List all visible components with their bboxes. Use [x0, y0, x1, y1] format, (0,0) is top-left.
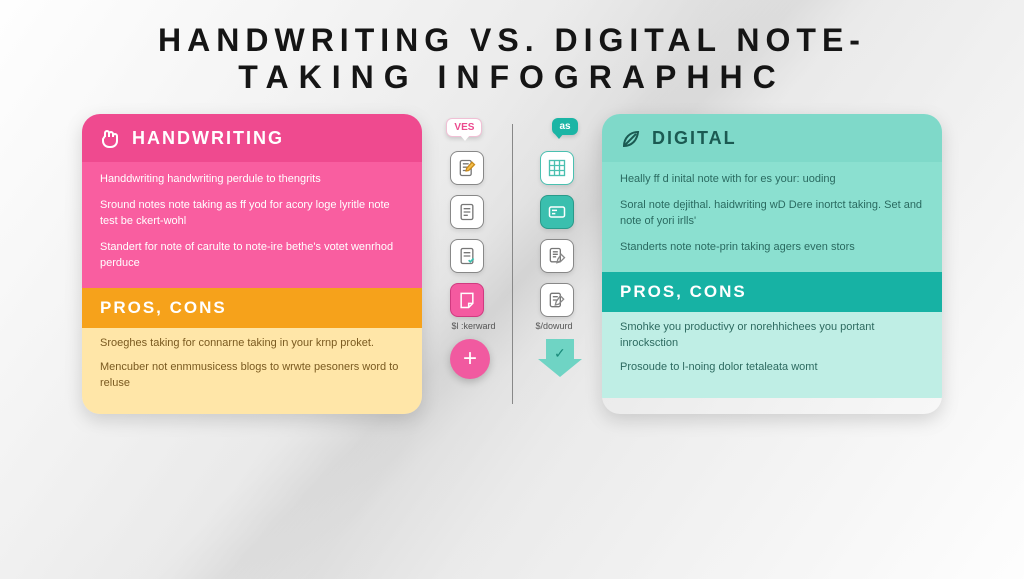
doc-pen-icon	[540, 239, 574, 273]
hw-point-2: Sround notes note taking as ff yod for a…	[100, 198, 404, 230]
handwriting-heading-text: HANDWRITING	[132, 128, 284, 149]
center-caption-right: $/dowurd	[535, 321, 572, 331]
hw-point-1: Handdwriting handwriting perdule to then…	[100, 172, 404, 188]
digital-proscons-band: PROS, CONS	[602, 272, 942, 312]
hand-icon	[98, 126, 122, 150]
digital-header: DIGITAL	[602, 114, 942, 162]
handwriting-footer: Sroeghes taking for connarne taking in y…	[82, 328, 422, 414]
note-pencil-icon	[450, 151, 484, 185]
handwriting-proscons-band: PROS, CONS	[82, 288, 422, 328]
title-line-1: HANDWRITING VS. DIGITAL NOTE-	[40, 22, 984, 59]
digital-heading-text: DIGITAL	[652, 128, 737, 149]
hw-point-3: Standert for note of carulte to note-ire…	[100, 240, 404, 272]
handwriting-body: Handdwriting handwriting perdule to then…	[82, 162, 422, 288]
note-pencil2-icon	[540, 283, 574, 317]
digital-card: DIGITAL Heally ff d inital note with for…	[602, 114, 942, 414]
digital-body: Heally ff d inital note with for es your…	[602, 162, 942, 272]
arrow-check-icon: ✓	[554, 345, 566, 362]
handwriting-header: HANDWRITING	[82, 114, 422, 162]
center-caption-left: $l :kerward	[451, 321, 495, 331]
leaf-icon	[618, 126, 642, 150]
hw-foot-2: Mencuber not enmmusicess blogs to wrwte …	[100, 360, 404, 392]
handwriting-card: HANDWRITING Handdwriting handwriting per…	[82, 114, 422, 414]
center-icon-stack	[450, 151, 574, 317]
hw-foot-1: Sroeghes taking for connarne taking in y…	[100, 336, 404, 352]
digital-footer: Smohke you productivy or norehhichees yo…	[602, 312, 942, 398]
dg-foot-2: Prosoude to l-noing dolor tetaleata womt	[620, 360, 924, 376]
plus-icon: +	[450, 339, 490, 379]
main-title: HANDWRITING VS. DIGITAL NOTE- TAKING INF…	[0, 0, 1024, 106]
card-icon	[540, 195, 574, 229]
badge-ves-tail	[460, 135, 470, 141]
sticky-note-icon	[450, 283, 484, 317]
badge-as-tail	[554, 133, 564, 139]
dg-point-1: Heally ff d inital note with for es your…	[620, 172, 924, 188]
page-lines-icon	[450, 195, 484, 229]
dg-point-3: Standerts note note-prin taking agers ev…	[620, 240, 924, 256]
dg-point-2: Soral note de̤jithal. haidwriting wD Der…	[620, 198, 924, 230]
center-column: VES as	[422, 114, 602, 414]
grid-icon	[540, 151, 574, 185]
dg-foot-1: Smohke you productivy or norehhichees yo…	[620, 320, 924, 352]
page-check-icon	[450, 239, 484, 273]
comparison-stage: HANDWRITING Handdwriting handwriting per…	[0, 106, 1024, 414]
title-line-2: TAKING INFOGRAPHHC	[40, 59, 984, 96]
